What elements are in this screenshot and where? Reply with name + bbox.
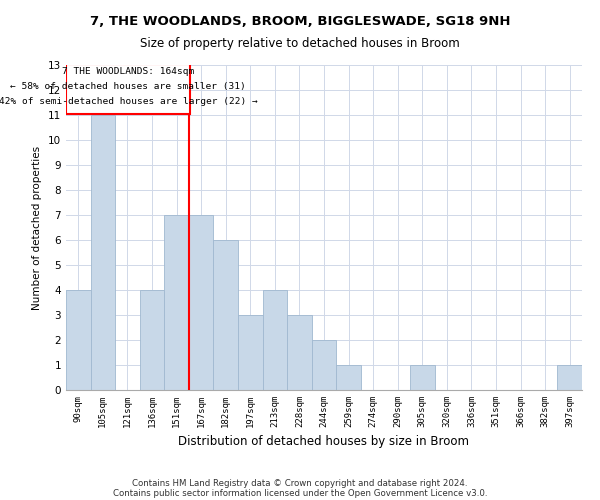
Bar <box>557 365 582 390</box>
Bar <box>410 365 434 390</box>
Bar <box>164 215 189 390</box>
Bar <box>312 340 336 390</box>
Text: Contains HM Land Registry data © Crown copyright and database right 2024.: Contains HM Land Registry data © Crown c… <box>132 478 468 488</box>
Bar <box>287 315 312 390</box>
Bar <box>66 290 91 390</box>
Text: Contains public sector information licensed under the Open Government Licence v3: Contains public sector information licen… <box>113 488 487 498</box>
Y-axis label: Number of detached properties: Number of detached properties <box>32 146 43 310</box>
Bar <box>263 290 287 390</box>
Text: 7, THE WOODLANDS, BROOM, BIGGLESWADE, SG18 9NH: 7, THE WOODLANDS, BROOM, BIGGLESWADE, SG… <box>90 15 510 28</box>
Text: 42% of semi-detached houses are larger (22) →: 42% of semi-detached houses are larger (… <box>0 97 257 106</box>
Text: 7 THE WOODLANDS: 164sqm: 7 THE WOODLANDS: 164sqm <box>62 66 194 76</box>
Text: ← 58% of detached houses are smaller (31): ← 58% of detached houses are smaller (31… <box>10 82 246 91</box>
Bar <box>238 315 263 390</box>
Text: Size of property relative to detached houses in Broom: Size of property relative to detached ho… <box>140 38 460 51</box>
Bar <box>140 290 164 390</box>
Bar <box>91 115 115 390</box>
X-axis label: Distribution of detached houses by size in Broom: Distribution of detached houses by size … <box>179 436 470 448</box>
Bar <box>214 240 238 390</box>
Bar <box>66 64 190 114</box>
Bar <box>336 365 361 390</box>
Bar <box>189 215 214 390</box>
